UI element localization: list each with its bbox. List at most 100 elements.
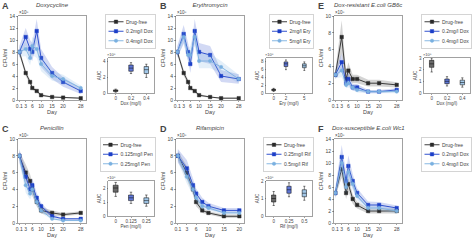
svg-text:Drug-free: Drug-free — [290, 19, 311, 25]
svg-text:20: 20 — [376, 103, 382, 109]
svg-text:0.4mg/l Dox: 0.4mg/l Dox — [442, 161, 469, 167]
svg-text:Drug-free: Drug-free — [442, 142, 463, 148]
svg-text:14: 14 — [9, 13, 15, 19]
svg-text:CFU/ml: CFU/ml — [2, 49, 8, 68]
svg-text:Drug-free: Drug-free — [126, 19, 147, 25]
svg-text:6: 6 — [12, 169, 15, 175]
svg-text:8: 8 — [170, 49, 173, 55]
svg-text:0: 0 — [12, 97, 15, 103]
svg-text:6: 6 — [189, 103, 192, 109]
svg-text:AUC: AUC — [255, 70, 260, 80]
svg-text:0.4: 0.4 — [459, 96, 466, 101]
svg-text:4: 4 — [261, 75, 264, 80]
svg-text:6: 6 — [170, 61, 173, 67]
svg-text:6: 6 — [261, 67, 264, 72]
svg-text:2: 2 — [170, 85, 173, 91]
svg-text:0.25: 0.25 — [285, 219, 294, 224]
svg-text:CFU/ml: CFU/ml — [318, 49, 324, 68]
svg-text:14: 14 — [167, 13, 173, 19]
svg-text:Erythromycin: Erythromycin — [192, 2, 228, 8]
svg-text:20: 20 — [237, 226, 243, 232]
svg-text:E: E — [318, 1, 324, 11]
svg-text:5mg/l Ery: 5mg/l Ery — [290, 38, 312, 44]
svg-text:0.2mg/l Dox: 0.2mg/l Dox — [442, 151, 469, 157]
svg-text:0: 0 — [261, 214, 264, 219]
svg-text:10: 10 — [206, 226, 212, 232]
svg-text:28: 28 — [78, 103, 84, 109]
svg-text:10: 10 — [38, 226, 44, 232]
svg-text:Rifampicin: Rifampicin — [196, 125, 225, 131]
svg-text:×10⁸: ×10⁸ — [177, 133, 187, 138]
svg-text:0: 0 — [12, 220, 15, 226]
svg-text:×10⁸: ×10⁸ — [423, 52, 432, 57]
svg-text:0.25mg/l Rif: 0.25mg/l Rif — [284, 151, 311, 157]
svg-text:Pen (mg/l): Pen (mg/l) — [121, 224, 142, 229]
svg-text:10: 10 — [196, 103, 202, 109]
svg-text:C: C — [2, 124, 9, 134]
svg-text:15: 15 — [365, 226, 371, 232]
svg-text:10: 10 — [9, 37, 15, 43]
svg-text:6: 6 — [31, 103, 34, 109]
svg-text:D: D — [160, 124, 167, 134]
svg-text:0.125mg/l Pen: 0.125mg/l Pen — [121, 151, 153, 157]
svg-text:0.1: 0.1 — [174, 103, 181, 109]
svg-text:Day: Day — [363, 232, 373, 238]
svg-text:3: 3 — [340, 103, 343, 109]
svg-text:×10⁸: ×10⁸ — [265, 175, 274, 180]
svg-text:Ery (mg/l): Ery (mg/l) — [279, 101, 299, 106]
svg-text:15: 15 — [49, 103, 55, 109]
svg-text:×10⁸: ×10⁸ — [265, 52, 274, 57]
svg-text:20: 20 — [60, 226, 66, 232]
svg-text:8: 8 — [170, 153, 173, 159]
svg-text:CFU/ml: CFU/ml — [2, 172, 8, 191]
svg-text:15: 15 — [221, 226, 227, 232]
svg-text:10: 10 — [354, 226, 360, 232]
svg-text:3: 3 — [24, 103, 27, 109]
svg-text:0.4mg/l Dox: 0.4mg/l Dox — [442, 38, 469, 44]
svg-text:2mg/l Ery: 2mg/l Ery — [290, 28, 312, 34]
svg-text:8: 8 — [12, 49, 15, 55]
svg-text:6: 6 — [170, 169, 173, 175]
svg-text:20: 20 — [218, 103, 224, 109]
svg-text:2: 2 — [170, 203, 173, 209]
svg-text:2: 2 — [103, 75, 106, 80]
svg-text:4: 4 — [328, 63, 331, 69]
svg-text:Day: Day — [47, 109, 57, 115]
svg-text:8: 8 — [328, 172, 331, 178]
svg-text:2: 2 — [328, 80, 331, 86]
svg-text:0.2: 0.2 — [444, 96, 451, 101]
svg-text:CFU/ml: CFU/ml — [160, 49, 166, 68]
svg-text:8: 8 — [328, 30, 331, 36]
svg-text:Day: Day — [47, 232, 57, 238]
svg-text:0: 0 — [272, 96, 275, 101]
svg-text:0.5mg/l Rif: 0.5mg/l Rif — [284, 161, 309, 167]
svg-text:0: 0 — [272, 219, 275, 224]
svg-text:28: 28 — [236, 103, 242, 109]
svg-text:Rif (mg/l): Rif (mg/l) — [280, 224, 299, 229]
svg-text:Dox-susceptible E.coli Wc1: Dox-susceptible E.coli Wc1 — [332, 125, 405, 131]
svg-text:10: 10 — [9, 136, 15, 142]
svg-text:6: 6 — [347, 103, 350, 109]
svg-text:8: 8 — [261, 59, 264, 64]
svg-text:0: 0 — [261, 91, 264, 96]
svg-text:0: 0 — [114, 219, 117, 224]
svg-text:4: 4 — [12, 186, 15, 192]
svg-text:2: 2 — [261, 179, 264, 184]
svg-text:20: 20 — [60, 103, 66, 109]
svg-text:0.5: 0.5 — [301, 219, 308, 224]
svg-text:Penicillin: Penicillin — [40, 125, 64, 131]
svg-text:0: 0 — [103, 91, 106, 96]
svg-text:10: 10 — [354, 103, 360, 109]
svg-text:15: 15 — [365, 103, 371, 109]
svg-text:×10⁸: ×10⁸ — [335, 10, 345, 15]
svg-text:F: F — [318, 124, 324, 134]
svg-text:AUC: AUC — [255, 193, 260, 203]
svg-text:0.2mg/l Dox: 0.2mg/l Dox — [442, 28, 469, 34]
svg-text:3: 3 — [419, 56, 422, 61]
svg-text:6: 6 — [328, 184, 331, 190]
svg-text:2: 2 — [103, 186, 106, 191]
svg-text:Drug-free: Drug-free — [442, 19, 463, 25]
svg-text:14: 14 — [325, 136, 331, 142]
svg-text:12: 12 — [9, 25, 15, 31]
svg-text:28: 28 — [394, 226, 400, 232]
